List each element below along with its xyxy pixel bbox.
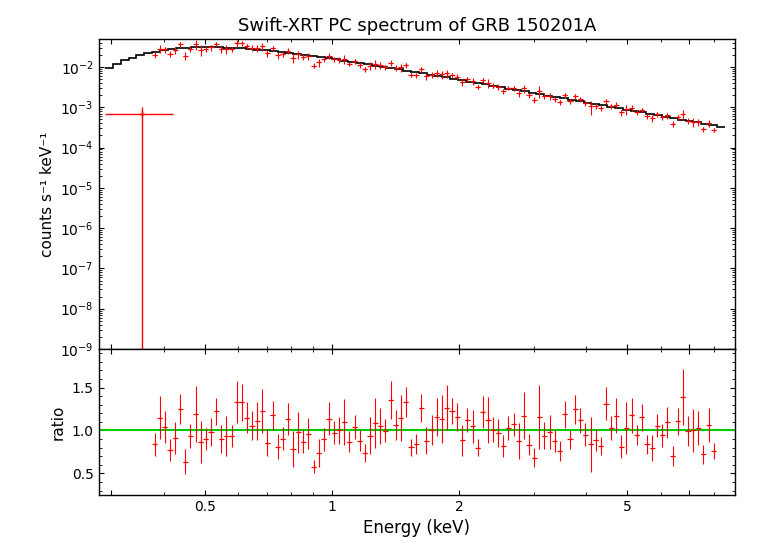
Y-axis label: counts s⁻¹ keV⁻¹: counts s⁻¹ keV⁻¹ (39, 131, 55, 257)
X-axis label: Energy (keV): Energy (keV) (363, 519, 471, 537)
Text: Swift-XRT PC spectrum of GRB 150201A: Swift-XRT PC spectrum of GRB 150201A (238, 17, 596, 34)
Y-axis label: ratio: ratio (51, 404, 66, 440)
